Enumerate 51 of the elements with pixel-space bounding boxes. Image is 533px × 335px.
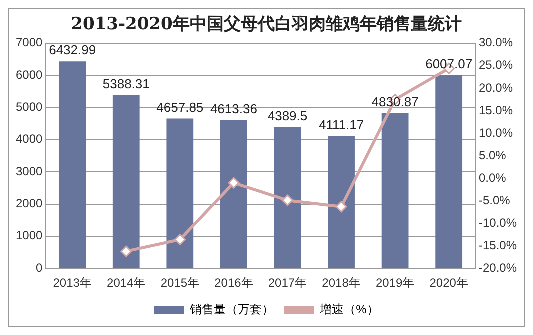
y2-tick-label: 30.0%	[478, 36, 514, 50]
x-tick-label: 2014年	[107, 276, 146, 290]
data-label: 4111.17	[318, 117, 364, 132]
point	[336, 201, 348, 213]
y-tick-label: 0	[36, 260, 44, 275]
y2-tick-label: -20.0%	[478, 260, 518, 275]
y2-tick-label: -10.0%	[478, 216, 518, 230]
bar	[220, 120, 248, 268]
y2-tick-label: 25.0%	[478, 58, 514, 72]
legend-label: 销售量（万套）	[189, 302, 274, 316]
y-tick-label: 5000	[16, 100, 44, 114]
y-tick-label: 6000	[16, 68, 44, 82]
y2-tick-label: -5.0%	[478, 193, 511, 208]
y2-tick-label: 5.0%	[478, 148, 507, 162]
y-tick-label: 7000	[16, 36, 44, 50]
y2-tick-label: -15.0%	[478, 238, 518, 252]
data-label: 4389.5	[268, 108, 308, 124]
y-tick-label: 3000	[16, 164, 44, 178]
bar	[382, 113, 409, 268]
x-tick-label: 2018年	[322, 276, 361, 290]
y-tick-label: 4000	[16, 132, 44, 146]
point	[174, 234, 186, 246]
y2-tick-label: 10.0%	[478, 126, 514, 140]
y2-tick-label: 0.0%	[478, 170, 507, 185]
legend-label: 增速（%）	[319, 302, 379, 316]
bar	[436, 75, 463, 268]
x-tick-label: 2015年	[160, 276, 200, 290]
bar	[166, 118, 194, 268]
x-tick-label: 2017年	[268, 276, 308, 290]
chart-title: 2013-2020年中国父母代白羽肉雏鸡年销售量统计	[71, 14, 462, 35]
point	[282, 194, 294, 206]
bar	[274, 127, 302, 268]
data-label: 5388.31	[102, 76, 150, 92]
y2-tick-label: 15.0%	[478, 103, 514, 118]
point	[120, 246, 132, 258]
data-label: 4613.36	[210, 101, 258, 116]
bar	[112, 95, 140, 268]
x-tick-label: 2013年	[53, 276, 92, 290]
data-label: 4830.87	[372, 94, 419, 110]
bar	[328, 136, 355, 268]
y-tick-label: 1000	[16, 228, 44, 243]
y-tick-label: 2000	[16, 196, 44, 211]
x-tick-label: 2019年	[376, 276, 415, 290]
data-label: 4657.85	[156, 100, 204, 115]
x-tick-label: 2016年	[214, 276, 254, 290]
point	[228, 177, 240, 189]
data-label: 6432.99	[49, 42, 96, 58]
x-tick-label: 2020年	[430, 276, 468, 290]
bar	[59, 62, 86, 268]
data-label: 6007.07	[426, 56, 473, 72]
y2-tick-label: 20.0%	[478, 80, 514, 95]
